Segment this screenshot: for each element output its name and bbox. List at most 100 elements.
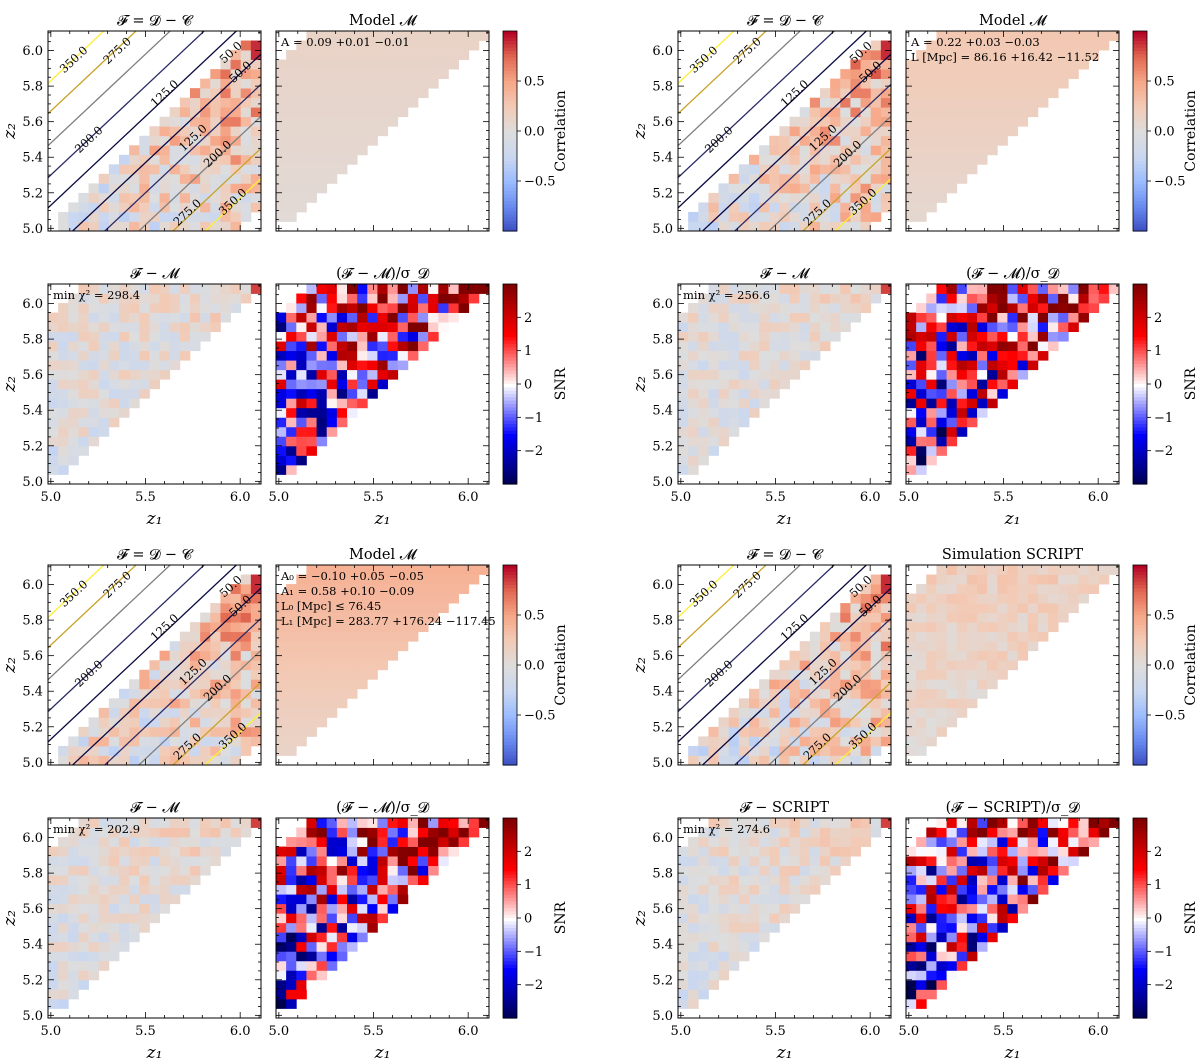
g2-snr-cell xyxy=(1007,350,1018,361)
g1-diff-cell xyxy=(58,322,69,333)
g4-sim-cell xyxy=(1027,574,1039,585)
g2-snr-cell xyxy=(987,379,998,390)
g4-diff-cell xyxy=(688,846,699,857)
g4-sim-cell xyxy=(1017,584,1029,594)
g3-model-cell xyxy=(276,707,287,718)
g1-diff-cell xyxy=(98,284,110,294)
g2-snr-cell xyxy=(1058,284,1069,294)
g3-data-ytick-label: 5.2 xyxy=(22,720,43,735)
g2-data-cell xyxy=(769,192,780,203)
g3-model-cell xyxy=(377,574,388,585)
g1-snr-cell xyxy=(397,360,409,371)
g3-model-colorbar-label: Correlation xyxy=(553,624,569,705)
g1-data-cell xyxy=(169,164,181,175)
g2-data-cell xyxy=(830,107,841,118)
g2-snr-cell xyxy=(1017,331,1029,342)
g3-diff-cell xyxy=(159,818,171,828)
g3-diff-cell xyxy=(119,884,130,895)
g1-diff-cell xyxy=(78,350,89,361)
g4-snr-cell xyxy=(997,903,1008,914)
g3-model-cell xyxy=(296,603,307,614)
g4-diff-cell xyxy=(688,989,699,1000)
g4-diff-cell xyxy=(698,989,709,1000)
g3-diff-cell xyxy=(78,960,89,971)
g1-snr-colorbar-tick-label: −2 xyxy=(524,444,543,459)
g1-diff-cell xyxy=(88,312,100,323)
g3-data-cell xyxy=(250,641,262,652)
g3-data-cell xyxy=(220,736,231,747)
g1-diff-title: 𝓕 − 𝓜 xyxy=(130,266,181,282)
g2-model-cell xyxy=(926,107,937,118)
g1-diff-cell xyxy=(159,369,171,380)
g3-data-cell xyxy=(179,631,191,642)
g2-snr-cell xyxy=(1007,303,1018,313)
g2-snr-cell xyxy=(987,331,998,342)
g1-diff-cell xyxy=(98,417,110,428)
g4-diff-cell xyxy=(850,827,861,838)
g4-sim-cell xyxy=(906,603,917,614)
g1-data-cell xyxy=(240,192,252,203)
g4-data-cell xyxy=(880,679,892,690)
g2-model-cell xyxy=(926,78,937,89)
g4-data-cell xyxy=(870,717,882,728)
g4-sim-cell xyxy=(1037,584,1049,594)
g1-model-cell xyxy=(347,69,358,80)
g4-snr-cell xyxy=(1027,837,1039,847)
g4-data-cell xyxy=(688,745,699,756)
g2-snr-cell xyxy=(936,426,947,437)
g2-data-cell xyxy=(779,192,790,203)
g4-snr-cell xyxy=(1068,818,1079,828)
g2-model-cell xyxy=(946,145,958,156)
g4-sim-cell xyxy=(977,612,988,623)
g1-snr-cell xyxy=(286,322,297,333)
g3-model-cell xyxy=(306,717,317,728)
g3-snr-cell xyxy=(286,922,297,933)
g4-snr-xlabel: z₁ xyxy=(1004,1043,1021,1063)
g4-sim-cell xyxy=(977,603,988,614)
g3-model-cell xyxy=(387,631,399,642)
g2-data-cell xyxy=(738,183,750,194)
g1-diff-cell xyxy=(48,398,59,409)
g3-snr-cell xyxy=(367,903,378,914)
g1-diff-cell xyxy=(129,360,140,371)
g3-diff-cell xyxy=(108,865,120,876)
g4-sim-cell xyxy=(1007,631,1018,642)
g1-snr-cell xyxy=(296,312,307,323)
g4-snr-cell xyxy=(997,884,1008,895)
g4-sim-cell xyxy=(1007,593,1018,604)
g4-diff-cell xyxy=(708,894,719,905)
g2-model-cell xyxy=(906,145,917,156)
g1-snr-colorbar-label: SNR xyxy=(553,367,569,400)
g1-snr-cell xyxy=(286,379,297,390)
g3-diff-ytick-label: 5.4 xyxy=(22,938,43,953)
g3-model-cell xyxy=(326,679,338,690)
g2-data-cell xyxy=(799,135,811,146)
g1-data-cell xyxy=(240,78,252,89)
g4-diff-cell xyxy=(749,932,760,943)
g4-snr-cell xyxy=(977,941,988,952)
g1-data-cell xyxy=(179,211,191,222)
g3-snr-xtick-label: 5.0 xyxy=(268,1024,289,1039)
g3-diff-cell xyxy=(98,922,110,933)
g1-diff-cell xyxy=(159,293,171,304)
g4-sim-cell xyxy=(977,574,988,585)
g3-data-cell xyxy=(88,736,100,747)
g2-model-cell xyxy=(1068,50,1079,60)
g4-diff-cell xyxy=(779,865,790,876)
g4-diff-cell xyxy=(759,875,770,886)
g1-model-cell xyxy=(306,97,317,108)
g2-model-annotation: L [Mpc] = 86.16 +16.42 −11.52 xyxy=(911,50,1099,64)
g2-model-cell xyxy=(1037,50,1049,60)
g2-model-cell xyxy=(1037,97,1049,108)
g3-snr-cell xyxy=(367,837,378,847)
g3-snr-cell xyxy=(377,903,388,914)
g3-snr-cell xyxy=(336,818,348,828)
g3-data-cell xyxy=(129,745,140,756)
g4-sim-cell xyxy=(906,745,917,756)
g2-snr-cell xyxy=(936,303,947,313)
g1-model-cell xyxy=(316,145,328,156)
g2-snr-cell xyxy=(916,388,927,399)
g1-snr-cell xyxy=(316,407,328,418)
g3-snr-cell xyxy=(286,960,297,971)
g4-data-cell xyxy=(789,745,801,756)
